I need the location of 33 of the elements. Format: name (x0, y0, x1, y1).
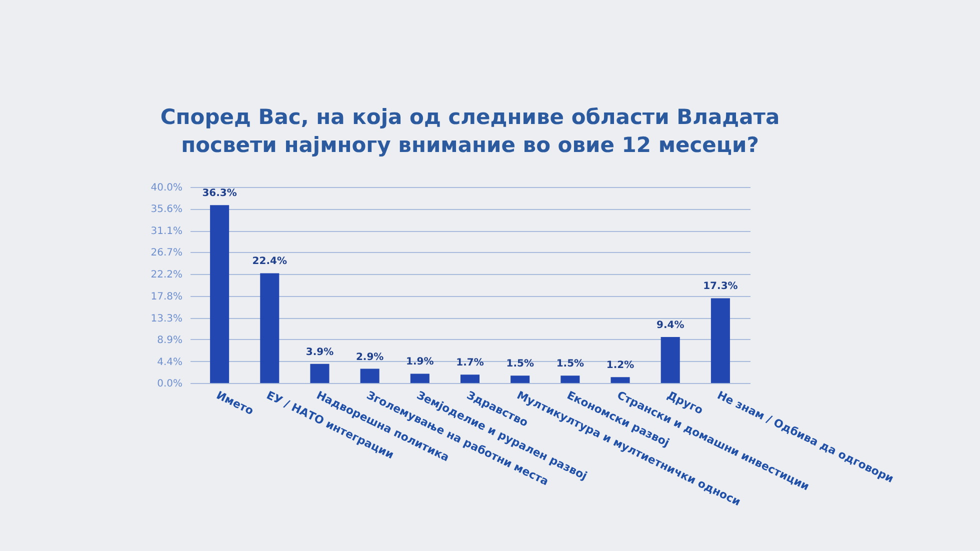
y-tick-label: 22.2% (150, 270, 182, 281)
y-tick-label: 13.3% (150, 313, 182, 324)
chart-title: Според Вас, на која од следниве области Владата посвети најмногу внимание во овие 12 месеци? (160, 105, 780, 157)
bar (660, 336, 680, 383)
bar (360, 368, 380, 383)
y-tick-label: 8.9% (157, 334, 182, 346)
bar (260, 273, 280, 383)
data-label: 1.5% (556, 358, 584, 370)
bar (610, 377, 630, 383)
y-tick-label: 17.8% (150, 291, 182, 302)
bar (560, 376, 580, 383)
bar (310, 364, 330, 383)
data-label: 2.9% (356, 352, 384, 363)
y-tick-label: 0.0% (157, 378, 182, 390)
data-label: 22.4% (252, 256, 287, 268)
bar (410, 374, 430, 383)
bar (710, 298, 730, 383)
y-tick-label: 35.6% (150, 204, 182, 216)
data-label: 1.5% (506, 358, 534, 370)
y-tick-label: 4.4% (157, 356, 182, 368)
data-label: 17.3% (703, 281, 738, 292)
data-label: 3.9% (306, 346, 334, 358)
data-label: 1.2% (606, 360, 634, 372)
y-tick-label: 26.7% (150, 248, 182, 259)
bar (460, 374, 480, 383)
bar (210, 205, 230, 383)
y-tick-label: 31.1% (150, 226, 182, 238)
y-tick-label: 40.0% (150, 182, 182, 194)
data-label: 9.4% (656, 320, 684, 331)
data-label: 1.7% (456, 358, 484, 369)
bar (510, 376, 530, 383)
data-label: 1.9% (406, 356, 434, 368)
data-label: 36.3% (202, 188, 237, 200)
